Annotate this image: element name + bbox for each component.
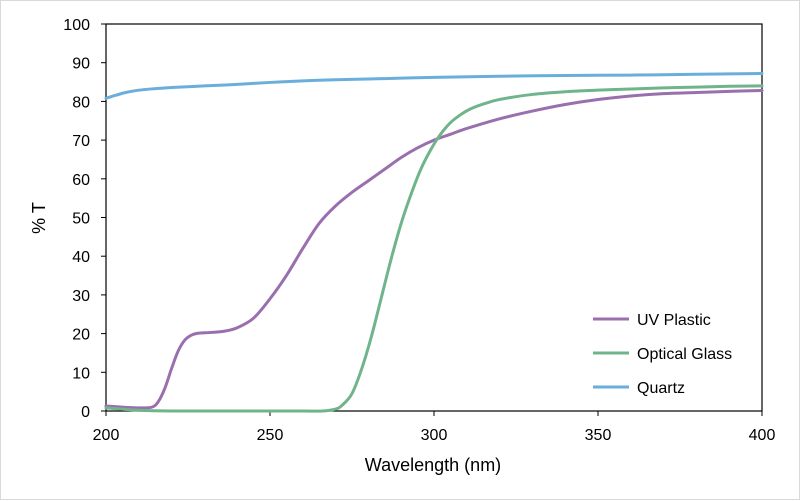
- y-tick-label: 20: [72, 327, 90, 344]
- legend-label-uv-plastic: UV Plastic: [637, 312, 711, 329]
- y-tick-label: 50: [72, 211, 90, 228]
- y-tick-label: 90: [72, 56, 90, 73]
- y-tick-label: 60: [72, 172, 90, 189]
- legend-label-optical-glass: Optical Glass: [637, 346, 732, 363]
- legend-label-quartz: Quartz: [637, 380, 685, 397]
- x-tick-label: 400: [749, 427, 776, 444]
- series-line-uv-plastic: [104, 89, 764, 410]
- y-tick-label: 80: [72, 94, 90, 111]
- y-tick-label: 10: [72, 365, 90, 382]
- y-tick-label: 0: [81, 404, 90, 421]
- y-axis-title: % T: [29, 202, 49, 234]
- y-tick-label: 100: [63, 17, 90, 34]
- x-tick-label: 250: [257, 427, 284, 444]
- series-line-quartz: [104, 72, 764, 100]
- legend: UV Plastic Optical Glass Quartz: [593, 312, 732, 397]
- axes-layer: 0 10 20 30 40 50 60 70 80 90 100 200 250 300 350 400: [63, 17, 775, 444]
- series-line-optical-glass: [104, 84, 764, 413]
- x-tick-label: 300: [421, 427, 448, 444]
- y-tick-label: 40: [72, 249, 90, 266]
- y-tick-label: 70: [72, 133, 90, 150]
- x-axis-title: Wavelength (nm): [365, 455, 501, 475]
- x-tick-label: 350: [585, 427, 612, 444]
- y-tick-label: 30: [72, 288, 90, 305]
- series-layer: [104, 72, 764, 413]
- x-tick-label: 200: [93, 427, 120, 444]
